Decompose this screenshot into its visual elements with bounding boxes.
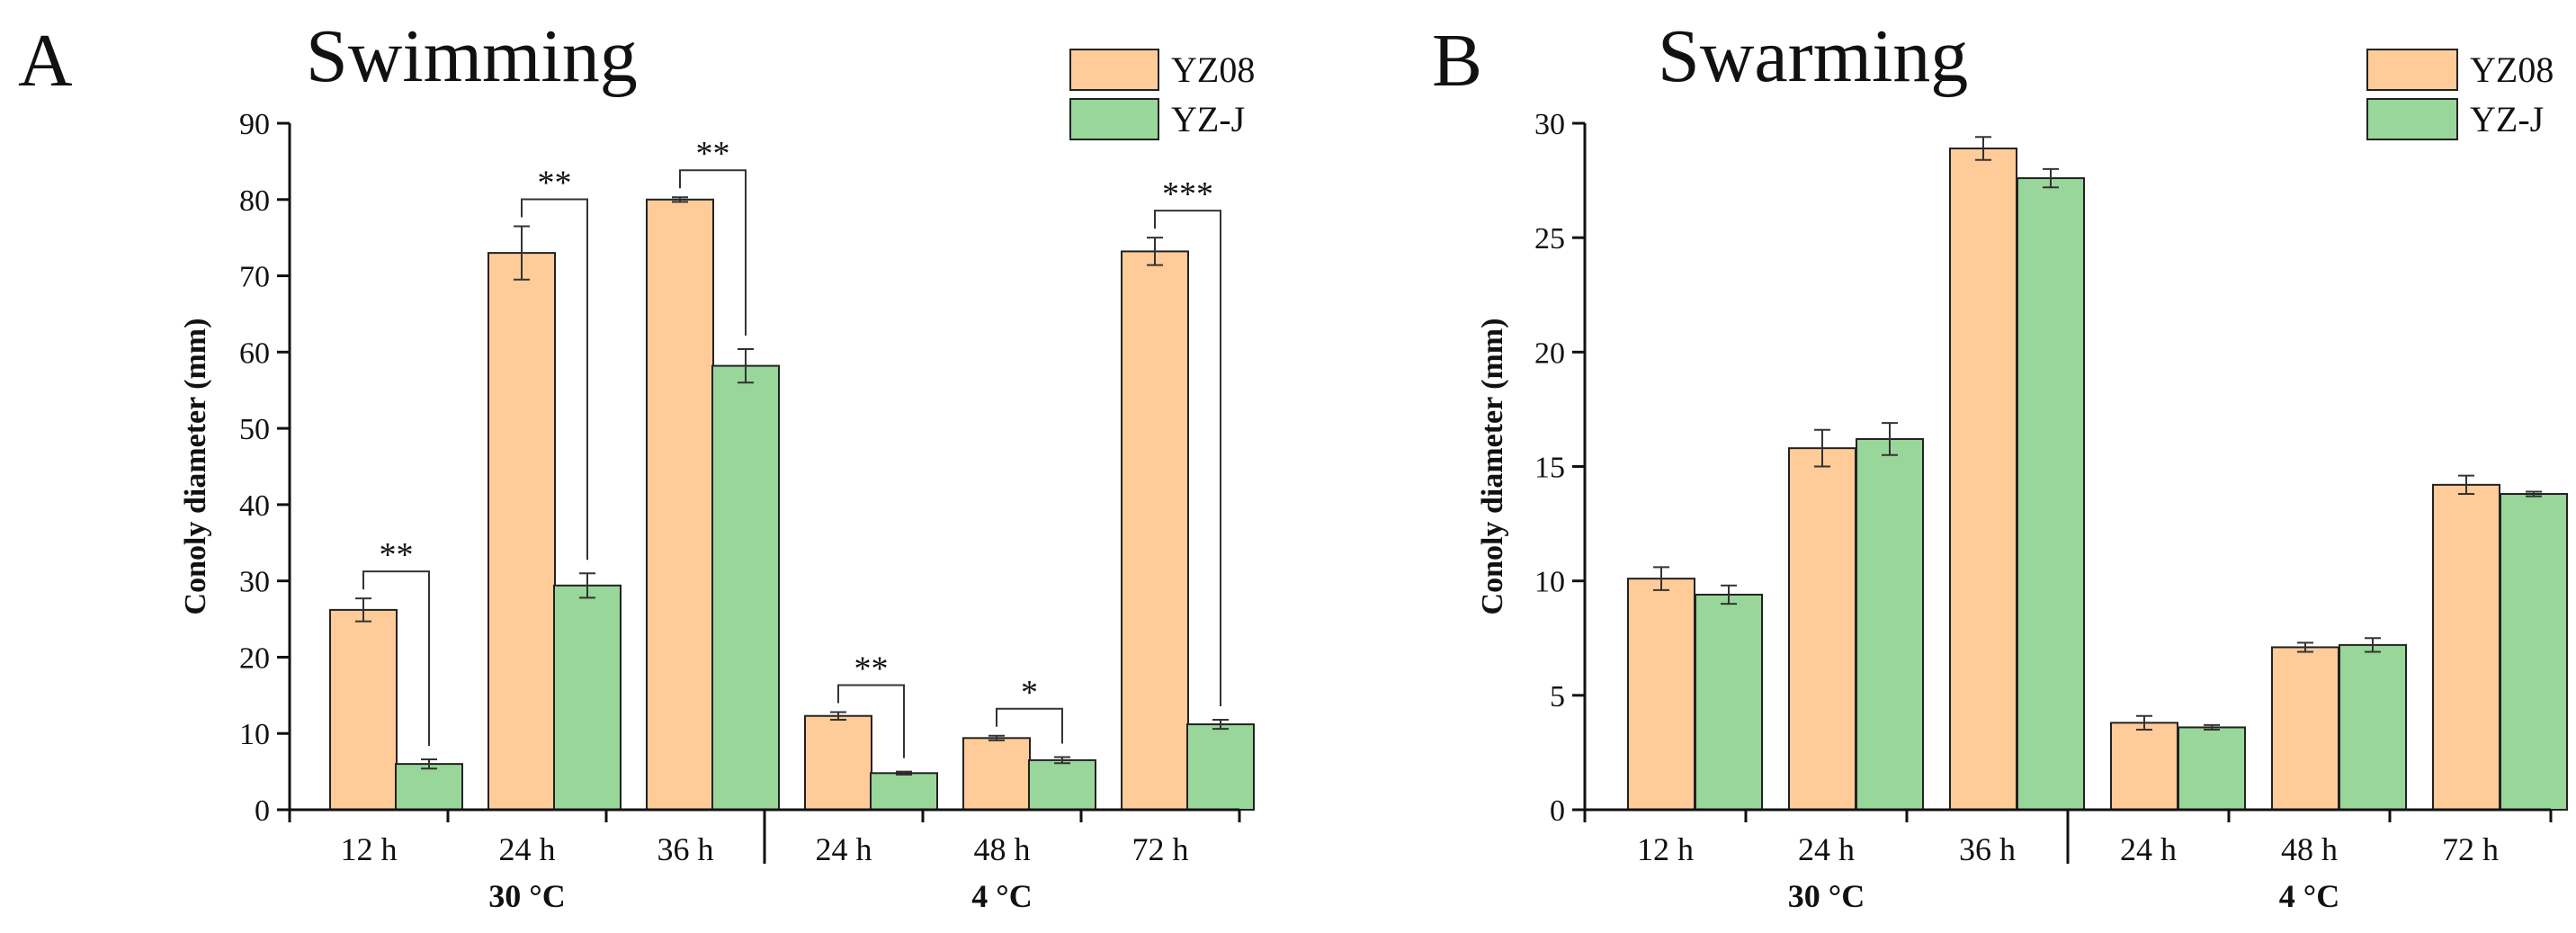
group-label: 30 °C bbox=[488, 878, 565, 914]
y-axis-label: Conoly diameter (mm) bbox=[1476, 318, 1509, 615]
x-tick-label: 48 h bbox=[974, 831, 1031, 867]
y-tick-label: 80 bbox=[239, 184, 270, 218]
group-label: 4 °C bbox=[2279, 878, 2339, 914]
y-tick-label: 20 bbox=[1534, 336, 1565, 370]
bar-yz-j bbox=[553, 584, 622, 812]
bar-yz-j bbox=[2017, 177, 2085, 812]
legend-swatch-yz-j bbox=[2366, 98, 2458, 140]
x-tick-label: 72 h bbox=[2442, 831, 2499, 867]
significance-bracket bbox=[679, 169, 747, 336]
x-tick-label: 36 h bbox=[657, 831, 714, 867]
chart-panel-b: B Swarming Conoly diameter (mm) 0 5 10 15 20 25 3… bbox=[1432, 14, 2568, 914]
bar-yz08 bbox=[487, 252, 556, 812]
bar-yz08 bbox=[1949, 147, 2017, 811]
bar-yz-j bbox=[1856, 437, 1924, 811]
bar-yz08 bbox=[2110, 722, 2178, 811]
y-tick-label: 10 bbox=[239, 718, 270, 751]
legend-label: YZ08 bbox=[2470, 49, 2554, 90]
y-tick-label: 50 bbox=[239, 413, 270, 446]
y-tick-label: 25 bbox=[1534, 222, 1565, 256]
y-tick-label: 30 bbox=[239, 566, 270, 599]
significance-bracket bbox=[521, 198, 588, 561]
legend-label: YZ-J bbox=[2470, 99, 2544, 139]
y-tick-label: 10 bbox=[1534, 566, 1565, 599]
significance-label: ** bbox=[538, 164, 572, 202]
bar-yz08 bbox=[2432, 483, 2500, 811]
x-tick-label: 12 h bbox=[1637, 831, 1694, 867]
bar-yz08 bbox=[804, 714, 872, 811]
bar-yz-j bbox=[1695, 593, 1763, 812]
legend-label: YZ08 bbox=[1171, 49, 1255, 90]
significance-label: ** bbox=[696, 135, 730, 173]
bar-yz-j bbox=[395, 763, 463, 812]
y-tick-label: 15 bbox=[1534, 452, 1565, 485]
x-tick-label: 24 h bbox=[2120, 831, 2177, 867]
y-axis-label: Conoly diameter (mm) bbox=[179, 318, 212, 615]
y-tick-label: 70 bbox=[239, 261, 270, 294]
chart-panel-a: A Swimming Conoly diameter (mm) 0 10 20 30 40 50… bbox=[18, 14, 1255, 914]
x-tick-label: 72 h bbox=[1132, 831, 1189, 867]
bar-yz08 bbox=[1627, 578, 1695, 812]
y-tick-label: 5 bbox=[1550, 680, 1565, 713]
bar-yz08 bbox=[1788, 447, 1856, 811]
bar-yz-j bbox=[2178, 726, 2246, 811]
significance-bracket bbox=[362, 570, 430, 747]
y-tick-label: 90 bbox=[239, 108, 270, 141]
bar-yz08 bbox=[1121, 250, 1189, 811]
significance-label: ** bbox=[380, 536, 414, 574]
y-tick-label: 40 bbox=[239, 489, 270, 523]
chart-title: Swimming bbox=[306, 14, 638, 98]
bar-yz08 bbox=[329, 608, 398, 811]
bar-yz-j bbox=[870, 772, 938, 811]
bar-yz-j bbox=[1186, 723, 1255, 811]
x-tick-label: 12 h bbox=[341, 831, 398, 867]
significance-bracket bbox=[1154, 210, 1221, 706]
y-tick-label: 20 bbox=[239, 641, 270, 675]
significance-bracket bbox=[837, 684, 905, 758]
group-label: 30 °C bbox=[1788, 878, 1865, 914]
bar-yz08 bbox=[962, 737, 1031, 812]
bar-yz-j bbox=[2339, 643, 2407, 811]
panel-letter: B bbox=[1432, 19, 1482, 103]
x-tick-label: 48 h bbox=[2281, 831, 2338, 867]
x-tick-label: 24 h bbox=[816, 831, 872, 867]
x-tick-label: 36 h bbox=[1959, 831, 2016, 867]
x-tick-label: 24 h bbox=[499, 831, 556, 867]
significance-bracket bbox=[996, 707, 1063, 744]
panel-letter: A bbox=[18, 19, 73, 103]
y-tick-label: 0 bbox=[255, 794, 270, 828]
bar-yz-j bbox=[2500, 493, 2568, 812]
significance-label: *** bbox=[1162, 175, 1213, 213]
bar-yz-j bbox=[1028, 758, 1096, 812]
legend-swatch-yz08 bbox=[2366, 49, 2458, 91]
y-tick-label: 0 bbox=[1550, 794, 1565, 828]
y-tick-label: 60 bbox=[239, 336, 270, 370]
bar-yz-j bbox=[711, 364, 780, 811]
y-tick-label: 30 bbox=[1534, 108, 1565, 141]
legend-swatch-yz08 bbox=[1069, 49, 1159, 91]
significance-label: * bbox=[1021, 674, 1038, 712]
legend-swatch-yz-j bbox=[1069, 98, 1159, 140]
chart-title: Swarming bbox=[1658, 14, 1968, 98]
significance-label: ** bbox=[854, 650, 889, 687]
x-tick-label: 24 h bbox=[1798, 831, 1855, 867]
bar-yz08 bbox=[2271, 646, 2339, 811]
bar-yz08 bbox=[646, 198, 714, 811]
group-label: 4 °C bbox=[971, 878, 1032, 914]
legend-label: YZ-J bbox=[1171, 99, 1245, 139]
